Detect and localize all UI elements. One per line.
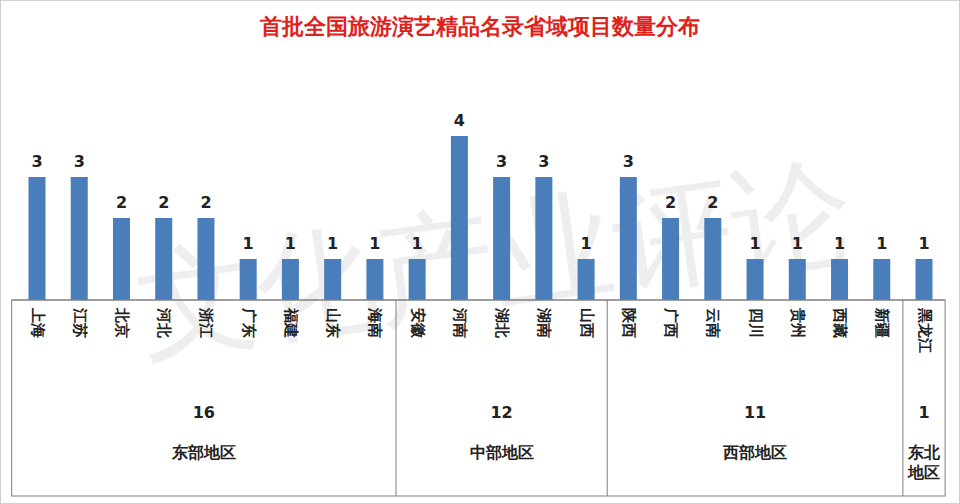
data-label: 1 — [243, 234, 254, 253]
x-tick-label: 北京 — [113, 307, 131, 338]
group-divider — [902, 300, 903, 496]
bar — [240, 259, 257, 300]
x-axis — [12, 300, 945, 301]
x-tick-label: 广西 — [662, 307, 680, 338]
bar — [789, 259, 806, 300]
group-name: 西部地区 — [722, 443, 787, 462]
group-name: 东部地区 — [171, 443, 236, 462]
group-total: 1 — [918, 403, 929, 422]
bars — [29, 136, 933, 300]
bar — [831, 259, 848, 300]
data-label: 3 — [623, 152, 634, 171]
bar — [113, 218, 130, 300]
bar — [578, 259, 595, 300]
x-tick-label: 新疆 — [873, 307, 891, 338]
bar — [916, 259, 933, 300]
x-tick-label: 安徽 — [409, 308, 427, 339]
data-label: 2 — [707, 193, 718, 212]
bar — [71, 177, 88, 300]
x-tick-label: 陕西 — [620, 308, 638, 338]
bar — [662, 218, 679, 300]
x-tick-label: 湖南 — [535, 307, 553, 338]
data-label: 3 — [538, 152, 549, 171]
x-tick-label: 贵州 — [789, 307, 807, 338]
data-label: 2 — [116, 193, 127, 212]
data-label: 2 — [158, 193, 169, 212]
x-tick-label: 江苏 — [71, 307, 89, 338]
data-label: 1 — [412, 234, 423, 253]
data-label: 1 — [792, 234, 803, 253]
x-tick-label: 海南 — [366, 307, 384, 338]
x-tick-label: 西藏 — [831, 307, 849, 338]
data-label: 2 — [200, 193, 211, 212]
chart: 文化产业评论首批全国旅游演艺精品名录省域项目数量分布33222111114331… — [0, 0, 960, 504]
data-label: 3 — [31, 152, 42, 171]
data-label: 3 — [496, 152, 507, 171]
data-label: 1 — [876, 234, 887, 253]
x-tick-label: 河南 — [451, 307, 469, 338]
bar — [873, 259, 890, 300]
data-label: 1 — [581, 234, 592, 253]
bar — [29, 177, 46, 300]
group-name: 东北地区 — [907, 443, 941, 482]
data-label: 1 — [749, 234, 760, 253]
x-tick-label: 山西 — [578, 308, 596, 338]
x-tick-label: 四川 — [747, 308, 765, 338]
data-label: 1 — [918, 234, 929, 253]
x-tick-label: 湖北 — [493, 307, 511, 339]
bar — [704, 218, 721, 300]
x-tick-label: 云南 — [704, 308, 722, 338]
data-label: 1 — [369, 234, 380, 253]
x-tick-label: 广东 — [240, 307, 258, 338]
bar — [409, 259, 426, 300]
data-label: 2 — [665, 193, 676, 212]
bar — [747, 259, 764, 300]
data-label: 1 — [327, 234, 338, 253]
watermark: 文化产业评论 — [128, 140, 860, 378]
bar — [451, 136, 468, 300]
bar — [197, 218, 214, 300]
bar — [282, 259, 299, 300]
group-total: 11 — [744, 403, 766, 422]
data-label: 1 — [834, 234, 845, 253]
x-tick-label: 黑龙江 — [916, 307, 934, 353]
group-total: 12 — [490, 403, 512, 422]
bar — [493, 177, 510, 300]
group-divider — [607, 300, 608, 496]
bar — [535, 177, 552, 300]
data-labels: 3 3 2 2 2 1 1 1 1 1 4 3 3 1 3 2 2 1 1 1 1 1 — [31, 111, 929, 253]
x-tick-label: 浙江 — [197, 307, 215, 338]
bar — [155, 218, 172, 300]
x-tick-label: 河北 — [155, 307, 173, 339]
data-label: 3 — [74, 152, 85, 171]
bar — [324, 259, 341, 300]
title: 首批全国旅游演艺精品名录省域项目数量分布 — [259, 14, 700, 39]
group-divider — [396, 300, 397, 496]
bar — [620, 177, 637, 300]
data-label: 4 — [454, 111, 465, 130]
group-total: 16 — [193, 403, 215, 422]
bar — [366, 259, 383, 300]
group-frame — [12, 300, 945, 496]
x-tick-label: 山东 — [324, 308, 342, 338]
group-name: 中部地区 — [470, 443, 534, 462]
background — [1, 1, 960, 504]
x-tick-label: 上海 — [29, 307, 47, 338]
x-tick-label: 福建 — [282, 307, 300, 338]
data-label: 1 — [285, 234, 296, 253]
